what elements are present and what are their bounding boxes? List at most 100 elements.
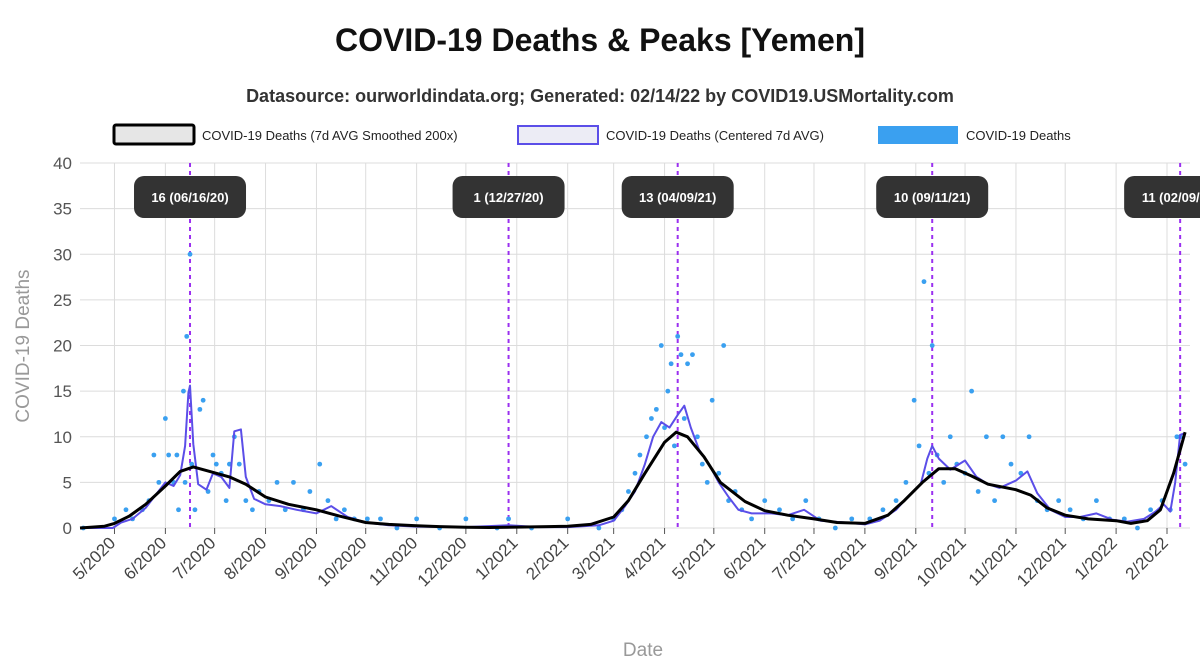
daily-death-point: [250, 507, 255, 513]
daily-death-point: [672, 443, 677, 449]
legend-label-daily[interactable]: COVID-19 Deaths: [966, 128, 1071, 143]
daily-death-point: [1056, 498, 1062, 504]
x-tick-label: 8/2020: [220, 533, 270, 583]
y-tick-label: 10: [53, 428, 72, 447]
legend-label-centered[interactable]: COVID-19 Deaths (Centered 7d AVG): [606, 128, 824, 143]
daily-death-point: [803, 498, 809, 504]
daily-death-point: [911, 397, 917, 403]
daily-death-point: [704, 479, 710, 485]
daily-death-point: [176, 507, 181, 513]
x-tick-label: 1/2022: [1071, 533, 1121, 583]
daily-death-point: [274, 479, 280, 485]
daily-death-point: [653, 406, 659, 412]
daily-death-point: [506, 516, 511, 522]
y-tick-label: 5: [63, 473, 72, 492]
y-axis-title: COVID-19 Deaths: [13, 269, 34, 422]
daily-death-point: [941, 479, 947, 485]
daily-death-point: [929, 343, 935, 348]
x-tick-label: 2/2022: [1122, 533, 1172, 583]
peak-label-box: [452, 176, 565, 218]
daily-death-point: [626, 489, 631, 494]
daily-death-point: [223, 498, 229, 504]
daily-death-point: [709, 397, 715, 403]
x-tick-label: 4/2021: [619, 533, 669, 583]
daily-death-point: [192, 507, 198, 513]
daily-death-point: [341, 507, 347, 513]
daily-death-point: [197, 406, 203, 412]
daily-death-point: [1135, 525, 1140, 531]
daily-death-point: [658, 343, 664, 348]
daily-death-point: [1026, 434, 1032, 440]
legend-label-smoothed[interactable]: COVID-19 Deaths (7d AVG Smoothed 200x): [202, 128, 458, 143]
daily-death-point: [1067, 507, 1073, 513]
x-tick-label: 10/2021: [913, 533, 970, 590]
daily-death-point: [200, 397, 206, 403]
x-tick-label: 11/2021: [965, 533, 1021, 589]
daily-death-point: [243, 498, 249, 504]
daily-death-point: [317, 461, 323, 467]
daily-death-point: [649, 416, 654, 421]
daily-death-point: [162, 416, 168, 421]
daily-death-point: [678, 352, 684, 358]
daily-death-point: [151, 452, 157, 458]
x-tick-label: 5/2020: [69, 533, 119, 583]
daily-death-point: [282, 507, 288, 513]
daily-death-point: [716, 470, 722, 476]
daily-death-point: [187, 251, 193, 257]
daily-death-point: [903, 479, 909, 485]
daily-death-point: [690, 352, 695, 358]
daily-death-point: [790, 516, 796, 522]
daily-death-point: [921, 279, 927, 285]
daily-death-point: [777, 507, 782, 513]
x-axis-title: Date: [623, 640, 663, 661]
legend-swatch-centered[interactable]: [517, 125, 599, 145]
peak-label: 11 (02/09/22): [1142, 190, 1200, 205]
daily-death-point: [832, 525, 838, 531]
daily-death-point: [291, 479, 296, 485]
y-tick-label: 15: [53, 382, 72, 401]
daily-death-point: [112, 516, 117, 522]
peak-label: 13 (04/09/21): [639, 190, 716, 205]
daily-death-point: [565, 516, 571, 522]
x-tick-label: 11/2020: [365, 533, 421, 589]
daily-death-point: [969, 388, 975, 394]
peak-label: 10 (09/11/21): [894, 190, 971, 205]
daily-death-point: [644, 434, 649, 440]
daily-death-point: [181, 388, 186, 394]
daily-death-point: [596, 525, 602, 531]
daily-death-point: [307, 489, 313, 494]
x-tick-label: 8/2021: [820, 533, 870, 583]
daily-death-point: [893, 498, 899, 504]
daily-death-point: [174, 452, 180, 458]
gridlines: [80, 162, 1190, 529]
daily-death-point: [632, 470, 638, 476]
y-tick-label: 0: [63, 519, 72, 538]
x-tick-label: 3/2021: [568, 533, 618, 583]
daily-death-point: [184, 333, 190, 339]
daily-death-point: [333, 516, 339, 522]
y-tick-label: 25: [53, 291, 72, 310]
daily-death-point: [947, 434, 953, 440]
daily-death-point: [414, 516, 420, 522]
x-tick-label: 12/2021: [1013, 533, 1070, 590]
daily-death-point: [675, 333, 681, 339]
x-tick-label: 7/2020: [169, 533, 219, 583]
smoothed-7d-avg-line: [79, 430, 1187, 530]
peak-label-box: [876, 176, 989, 218]
legend: COVID-19 Deaths (7d AVG Smoothed 200x) C…: [112, 123, 1071, 146]
daily-death-point: [681, 416, 687, 421]
x-tick-label: 10/2020: [314, 533, 371, 590]
daily-death-point: [685, 361, 690, 367]
legend-swatch-smoothed[interactable]: [112, 123, 196, 146]
x-tick-label: 6/2020: [120, 533, 170, 583]
chart-subtitle: Datasource: ourworldindata.org; Generate…: [246, 86, 954, 106]
daily-death-point: [1000, 434, 1006, 440]
daily-death-point: [123, 507, 129, 513]
daily-death-point: [364, 516, 370, 522]
daily-death-point: [699, 461, 705, 467]
daily-death-point: [1182, 461, 1188, 467]
y-axis-ticks: 0 5 10 15 20 25 30 35 40: [53, 154, 72, 538]
legend-swatch-daily[interactable]: [878, 126, 958, 144]
daily-death-point: [721, 343, 727, 348]
